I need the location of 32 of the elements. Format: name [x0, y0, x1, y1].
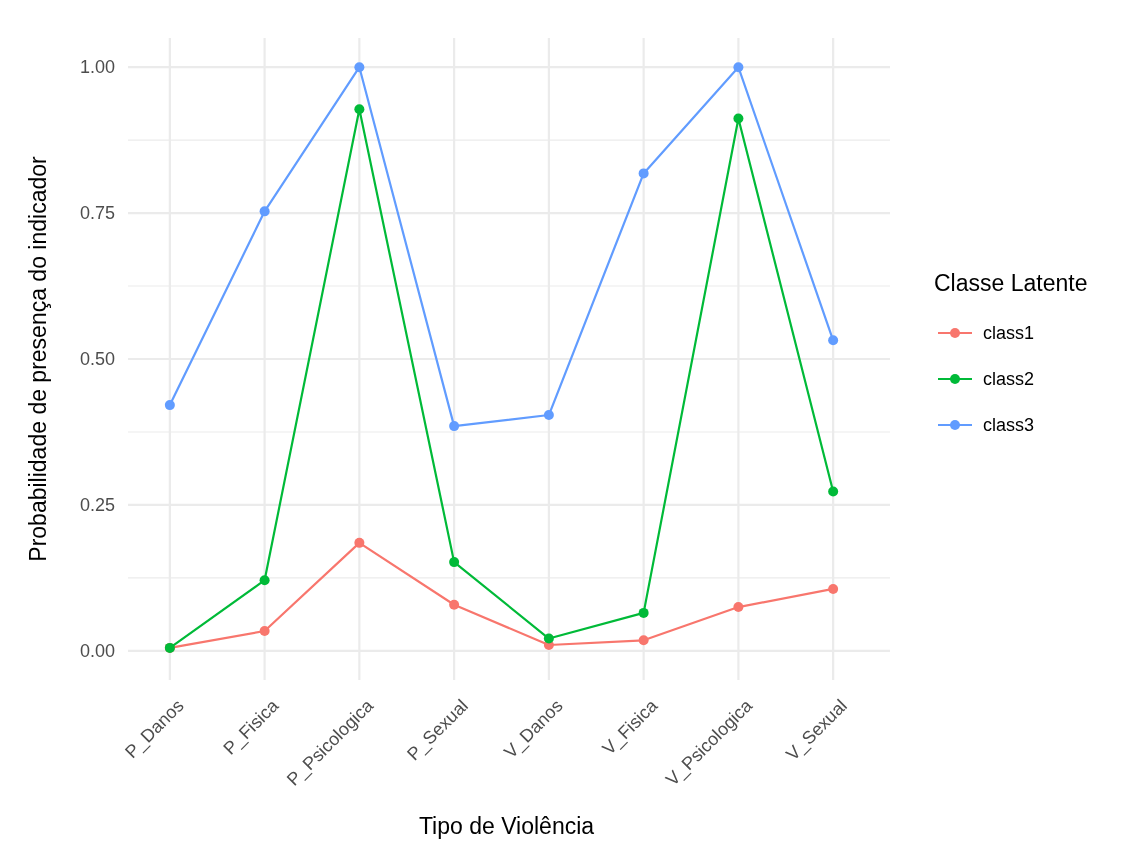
point [828, 486, 839, 497]
point [354, 62, 365, 73]
legend-label: class1 [983, 323, 1035, 344]
point [543, 410, 554, 421]
y-tick-label: 0.75 [79, 203, 115, 224]
point [828, 583, 839, 594]
legend-label: class2 [983, 369, 1035, 390]
point [354, 104, 365, 115]
point [164, 400, 175, 411]
point [259, 625, 270, 636]
y-tick-label: 0.50 [79, 349, 115, 370]
point [733, 602, 744, 613]
point [828, 335, 839, 346]
legend-label: class3 [983, 415, 1035, 436]
x-axis-title: Tipo de Violência [418, 813, 595, 839]
y-tick-label: 1.00 [79, 57, 115, 78]
point [259, 206, 270, 217]
point [543, 633, 554, 644]
y-tick-label: 0.25 [79, 495, 115, 516]
y-tick-label: 0.00 [79, 641, 115, 662]
point [449, 557, 460, 568]
legend-title: Classe Latente [934, 270, 1088, 296]
point [449, 421, 460, 432]
point [638, 607, 649, 618]
point [638, 168, 649, 179]
point [354, 537, 365, 548]
point [733, 62, 744, 73]
point [638, 635, 649, 646]
point [733, 113, 744, 124]
point [259, 575, 270, 586]
point [449, 599, 460, 610]
y-axis-title: Probabilidade de presença do indicador [25, 155, 51, 562]
